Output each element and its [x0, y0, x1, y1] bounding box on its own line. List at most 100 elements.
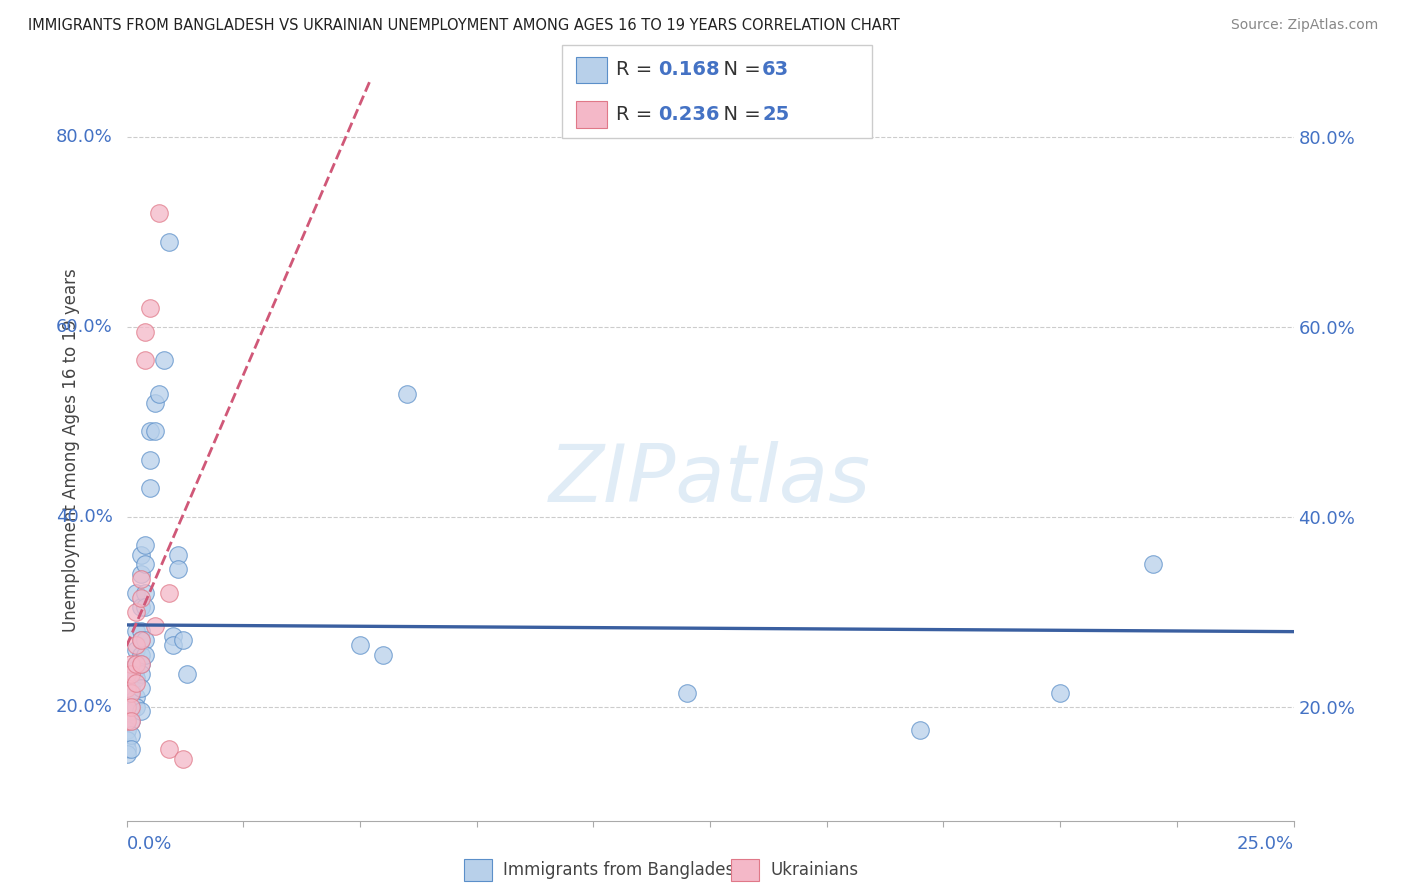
Point [129, 648, 152, 662]
Point [143, 425, 166, 439]
Point [148, 386, 170, 401]
Point [167, 548, 190, 562]
Point [115, 666, 138, 681]
Point [139, 425, 162, 439]
Text: R =: R = [616, 61, 658, 79]
Point [172, 633, 194, 648]
Point [115, 714, 138, 728]
Point [125, 605, 148, 619]
Point [157, 586, 180, 600]
Point [129, 657, 152, 671]
Point [139, 453, 162, 467]
Text: 63: 63 [762, 61, 789, 79]
Point [134, 600, 156, 615]
Point [120, 685, 142, 699]
Y-axis label: Unemployment Among Ages 16 to 19 years: Unemployment Among Ages 16 to 19 years [62, 268, 80, 632]
Point [162, 638, 184, 652]
Point [129, 657, 152, 671]
Point [120, 690, 142, 705]
Point [115, 699, 138, 714]
Text: 0.236: 0.236 [658, 105, 720, 124]
Point [395, 386, 418, 401]
Point [134, 325, 156, 339]
Point [115, 742, 138, 756]
Point [125, 586, 148, 600]
Point [143, 619, 166, 633]
Point [120, 685, 142, 699]
Point [115, 666, 138, 681]
Point [125, 699, 148, 714]
Text: Immigrants from Bangladesh: Immigrants from Bangladesh [503, 861, 745, 879]
Point [148, 206, 170, 220]
Point [162, 629, 184, 643]
Point [134, 558, 156, 572]
Text: Source: ZipAtlas.com: Source: ZipAtlas.com [1230, 18, 1378, 32]
Point [129, 633, 152, 648]
Point [176, 666, 198, 681]
Point [125, 657, 148, 671]
Point [129, 572, 152, 586]
Point [1142, 558, 1164, 572]
Point [134, 633, 156, 648]
Point [120, 714, 142, 728]
Point [139, 482, 162, 496]
Point [120, 671, 142, 685]
Point [115, 747, 138, 762]
Point [129, 624, 152, 638]
Text: R =: R = [616, 105, 658, 124]
Point [115, 733, 138, 747]
Point [125, 624, 148, 638]
Point [349, 638, 371, 652]
Point [125, 657, 148, 671]
Point [120, 657, 142, 671]
Text: 0.0%: 0.0% [127, 835, 172, 853]
Point [129, 548, 152, 562]
Point [153, 353, 176, 368]
Text: 80.0%: 80.0% [56, 128, 112, 146]
Text: IMMIGRANTS FROM BANGLADESH VS UKRAINIAN UNEMPLOYMENT AMONG AGES 16 TO 19 YEARS C: IMMIGRANTS FROM BANGLADESH VS UKRAINIAN … [28, 18, 900, 33]
Point [157, 235, 180, 249]
Point [115, 714, 138, 728]
Point [125, 642, 148, 657]
Point [120, 666, 142, 681]
Point [129, 566, 152, 581]
Text: 25.0%: 25.0% [1236, 835, 1294, 853]
Point [129, 600, 152, 615]
Point [373, 648, 395, 662]
Point [157, 742, 180, 756]
Point [115, 699, 138, 714]
Point [120, 705, 142, 719]
Text: 60.0%: 60.0% [56, 318, 112, 336]
Text: Ukrainians: Ukrainians [770, 861, 859, 879]
Point [675, 685, 697, 699]
Point [120, 695, 142, 709]
Point [125, 638, 148, 652]
Point [125, 671, 148, 685]
Point [125, 676, 148, 690]
Text: 40.0%: 40.0% [56, 508, 112, 526]
Point [129, 681, 152, 695]
Point [139, 301, 162, 315]
Text: 20.0%: 20.0% [56, 698, 112, 715]
Point [115, 681, 138, 695]
Point [125, 662, 148, 676]
Point [120, 681, 142, 695]
Text: ZIPatlas: ZIPatlas [548, 441, 872, 519]
Point [115, 723, 138, 738]
Text: 25: 25 [762, 105, 789, 124]
Point [120, 728, 142, 742]
Text: N =: N = [711, 105, 768, 124]
Point [120, 742, 142, 756]
Text: 0.168: 0.168 [658, 61, 720, 79]
Point [1049, 685, 1071, 699]
Point [134, 648, 156, 662]
Point [172, 752, 194, 766]
Point [115, 681, 138, 695]
Point [167, 562, 190, 576]
Point [129, 633, 152, 648]
Point [129, 591, 152, 605]
Point [143, 396, 166, 410]
Point [125, 690, 148, 705]
Point [129, 705, 152, 719]
Point [134, 538, 156, 552]
